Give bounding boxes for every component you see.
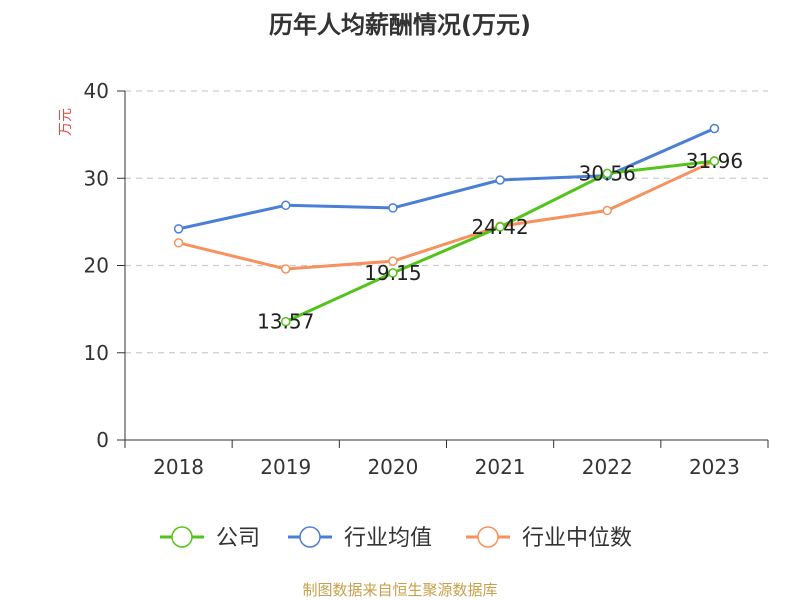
data-point — [710, 125, 718, 133]
data-point — [603, 207, 611, 215]
data-point — [282, 201, 290, 209]
data-point — [282, 265, 290, 273]
legend-marker — [478, 527, 498, 547]
x-tick-label: 2019 — [260, 455, 311, 479]
x-tick-label: 2020 — [367, 455, 418, 479]
legend[interactable]: 公司 行业均值 行业中位数 — [160, 526, 632, 551]
data-label: 19.15 — [364, 261, 421, 285]
x-tick-label: 2021 — [475, 455, 526, 479]
y-tick-label: 20 — [84, 254, 109, 278]
axes: 0 10 20 30 40 2018 2019 2020 2021 2022 2023 — [84, 79, 768, 479]
legend-label: 行业中位数 — [522, 526, 632, 551]
legend-item[interactable]: 公司 — [160, 526, 260, 551]
chart: 历年人均薪酬情况(万元) 万元 0 10 20 30 40 2018 2019 2020 202… — [0, 0, 800, 600]
x-tick-label: 2023 — [689, 455, 740, 479]
data-point — [175, 225, 183, 233]
y-axis-label: 万元 — [58, 108, 74, 136]
y-tick-label: 40 — [84, 79, 109, 103]
y-tick-label: 30 — [84, 166, 109, 190]
data-point — [389, 204, 397, 212]
data-label: 31.96 — [686, 149, 743, 173]
legend-label: 公司 — [216, 526, 260, 551]
x-tick-label: 2018 — [153, 455, 204, 479]
legend-item[interactable]: 行业中位数 — [466, 526, 632, 551]
grid-lines — [125, 91, 768, 353]
series-line — [286, 161, 715, 321]
x-tick-label: 2022 — [582, 455, 633, 479]
data-point — [496, 176, 504, 184]
y-tick-label: 0 — [96, 428, 109, 452]
legend-label: 行业均值 — [344, 526, 432, 551]
legend-marker — [300, 527, 320, 547]
series-lines — [175, 125, 719, 326]
y-tick-label: 10 — [84, 341, 109, 365]
data-point — [175, 239, 183, 247]
data-label: 13.57 — [257, 310, 314, 334]
legend-marker — [172, 527, 192, 547]
data-label: 24.42 — [471, 215, 528, 239]
chart-title: 历年人均薪酬情况(万元) — [269, 11, 531, 39]
source-note: 制图数据来自恒生聚源数据库 — [302, 581, 497, 599]
data-label: 30.56 — [579, 161, 636, 185]
legend-item[interactable]: 行业均值 — [288, 526, 432, 551]
